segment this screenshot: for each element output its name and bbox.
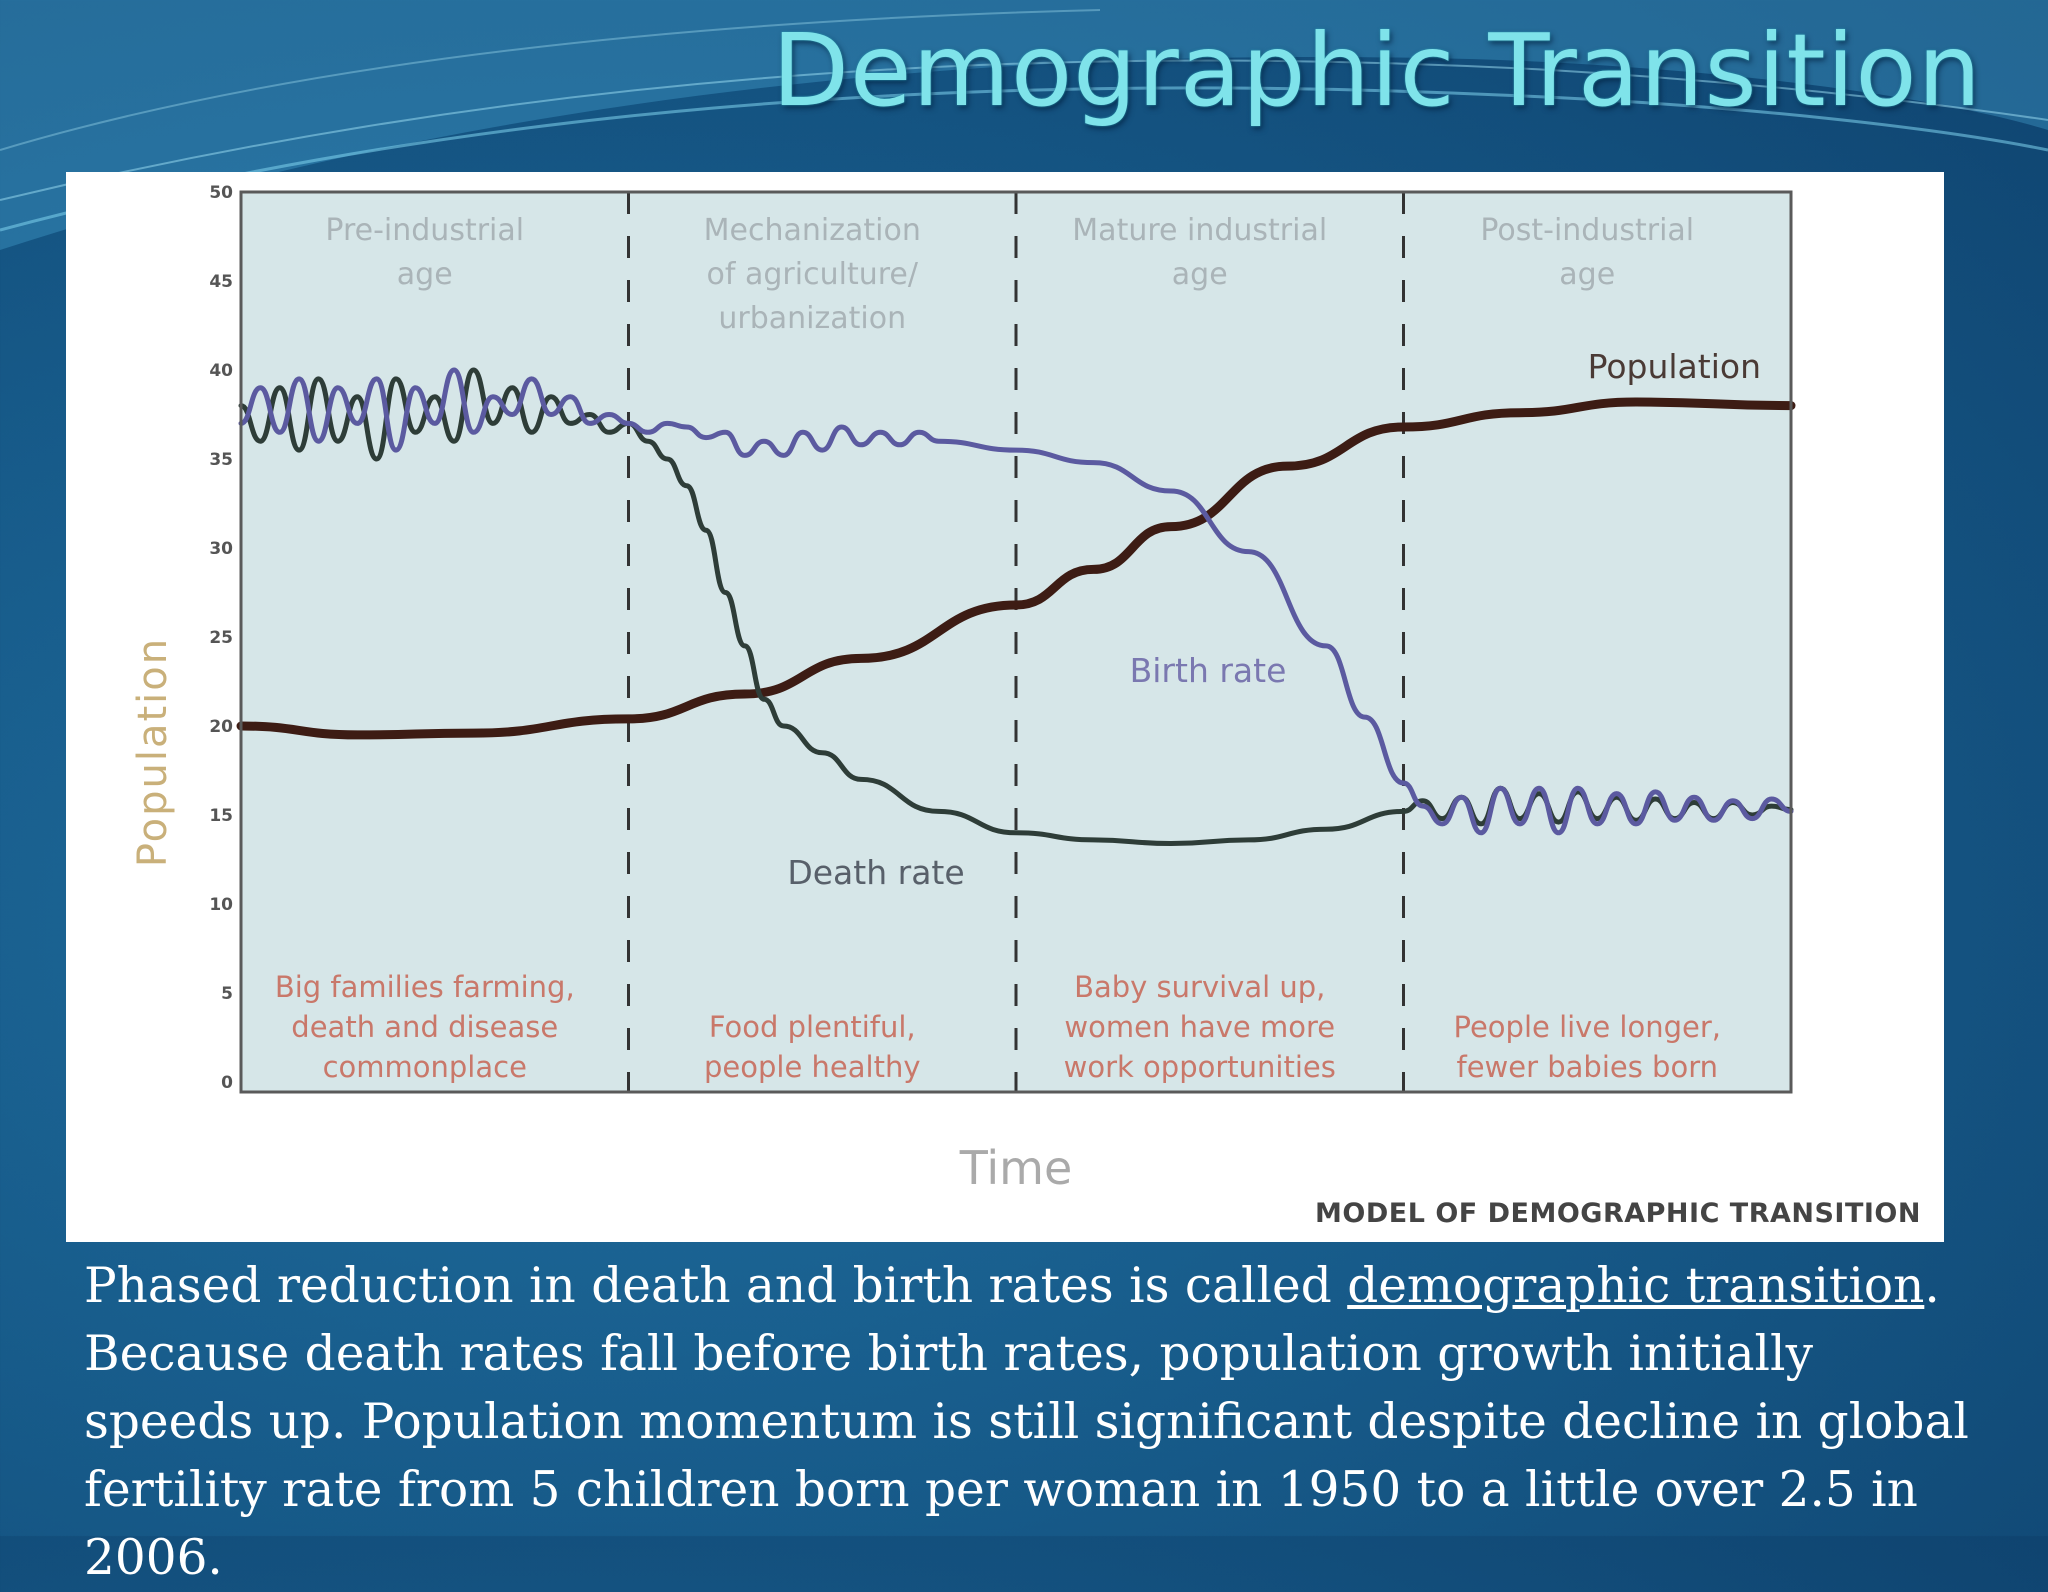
caption-text-end: . Because death rates fall before birth … [84,1258,1969,1586]
y-axis-title: Population [130,637,176,867]
series-label-birth-rate: Birth rate [1130,651,1287,690]
y-tick-label-5: 5 [221,984,233,1004]
stage-description-2-line-1: Food plentiful, [709,1010,916,1044]
slide-title: Demographic Transition [772,12,1982,129]
caption-text-start: Phased reduction in death and birth rate… [84,1258,1348,1314]
caption-term-demographic-transition: demographic transition [1347,1258,1925,1314]
stage-description-3-line-2: women have more [1064,1010,1335,1044]
stage-description-1-line-1: Big families farming, [275,970,575,1004]
stage-name-1-line-1: Pre-industrial [325,213,524,248]
stage-description-1-line-2: death and disease [291,1010,558,1044]
y-tick-label-15: 15 [209,806,233,826]
stage-name-4-line-2: age [1559,257,1615,292]
chart-panel: 0 5 10 15 20 25 30 35 40 45 50 Pre-industrial age Me… [66,172,1944,1242]
chart-caption: MODEL OF DEMOGRAPHIC TRANSITION [1315,1198,1921,1229]
series-line-death-rate [238,367,1794,846]
series-label-population: Population [1588,347,1761,386]
stage-name-1-line-2: age [397,257,453,292]
demographic-transition-chart: 0 5 10 15 20 25 30 35 40 45 50 Pre-industrial age Me… [130,183,1921,1229]
stage-description-4-line-1: People live longer, [1454,1010,1721,1044]
y-tick-label-50: 50 [209,183,233,203]
series-line-birth-rate [238,367,1794,836]
stage-description-3-line-1: Baby survival up, [1074,970,1325,1004]
stage-description-4-line-2: fewer babies born [1456,1050,1718,1084]
y-tick-label-25: 25 [209,628,233,648]
y-tick-label-0: 0 [221,1073,233,1093]
stage-description-1-line-3: commonplace [323,1050,527,1084]
y-tick-label-40: 40 [209,361,233,381]
y-tick-label-10: 10 [209,895,233,915]
header-wave-decoration [0,0,2048,250]
stage-description-3-line-3: work opportunities [1064,1050,1336,1084]
y-tick-label-30: 30 [209,539,233,559]
y-tick-label-35: 35 [209,450,233,470]
y-tick-label-45: 45 [209,272,233,292]
stage-name-2-line-2: of agriculture/ [707,257,919,292]
stage-name-3-line-1: Mature industrial [1072,213,1327,248]
stage-name-2-line-3: urbanization [718,301,906,336]
stage-name-4-line-1: Post-industrial [1480,213,1694,248]
x-axis-title: Time [959,1141,1073,1195]
y-tick-label-20: 20 [209,717,233,737]
series-line-population [236,397,1796,740]
stage-name-3-line-2: age [1172,257,1228,292]
slide-caption: Phased reduction in death and birth rate… [84,1252,1994,1592]
plot-area-frame [239,190,1793,1094]
stage-name-2-line-1: Mechanization [704,213,921,248]
series-label-death-rate: Death rate [787,853,964,892]
stage-description-2-line-2: people healthy [704,1050,920,1084]
